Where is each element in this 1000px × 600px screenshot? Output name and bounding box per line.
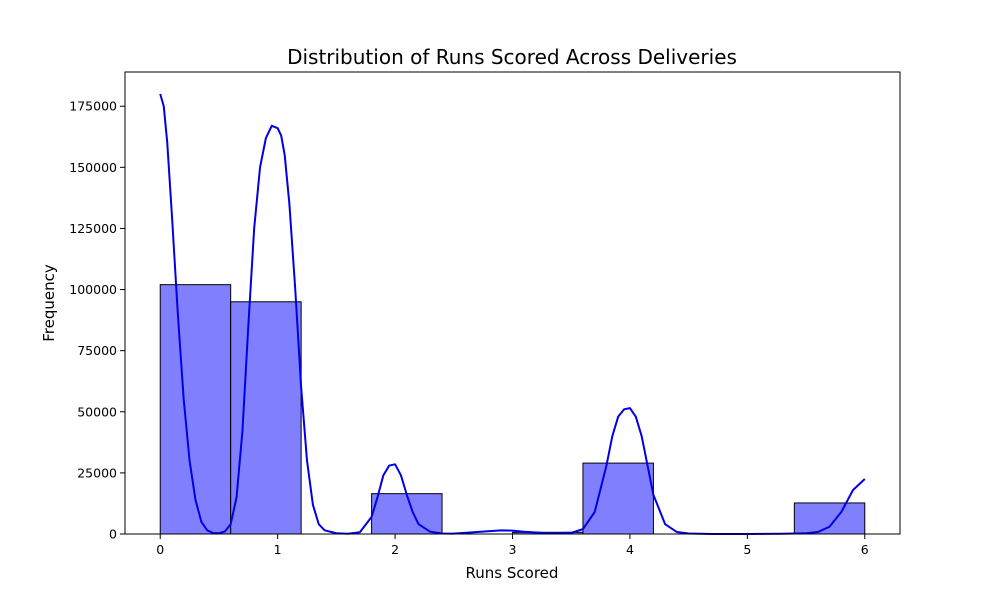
histogram-bars [159,284,866,535]
histogram-bar-0 [159,284,232,535]
y-tick-label: 75000 [77,343,117,358]
y-tick-label: 150000 [69,160,117,175]
x-tick-label: 0 [156,542,164,557]
x-tick-label: 1 [274,542,282,557]
y-tick-label: 25000 [77,465,117,480]
kde-line [159,93,866,535]
histogram-bar-6 [582,462,654,535]
y-axis-ticks: 0 25000 50000 75000 100000 125000 150000 175000 [69,99,125,542]
histogram-bar-3 [371,493,443,535]
x-tick-label: 4 [626,542,634,557]
x-tick-label: 2 [391,542,399,557]
x-axis-label: Runs Scored [466,564,559,582]
x-tick-label: 6 [861,542,869,557]
y-axis-label: Frequency [40,264,58,342]
y-tick-label: 100000 [69,282,117,297]
y-tick-label: 125000 [69,221,117,236]
y-tick-label: 50000 [77,404,117,419]
x-tick-label: 3 [509,542,517,557]
y-tick-label: 175000 [69,99,117,114]
chart-title: Distribution of Runs Scored Across Deliv… [287,45,737,69]
histogram-bar-1 [230,301,302,535]
x-tick-label: 5 [743,542,751,557]
y-tick-label: 0 [109,527,117,542]
x-axis-ticks: 0 1 2 3 4 5 6 [156,534,869,557]
histogram-bar-9 [793,502,866,535]
